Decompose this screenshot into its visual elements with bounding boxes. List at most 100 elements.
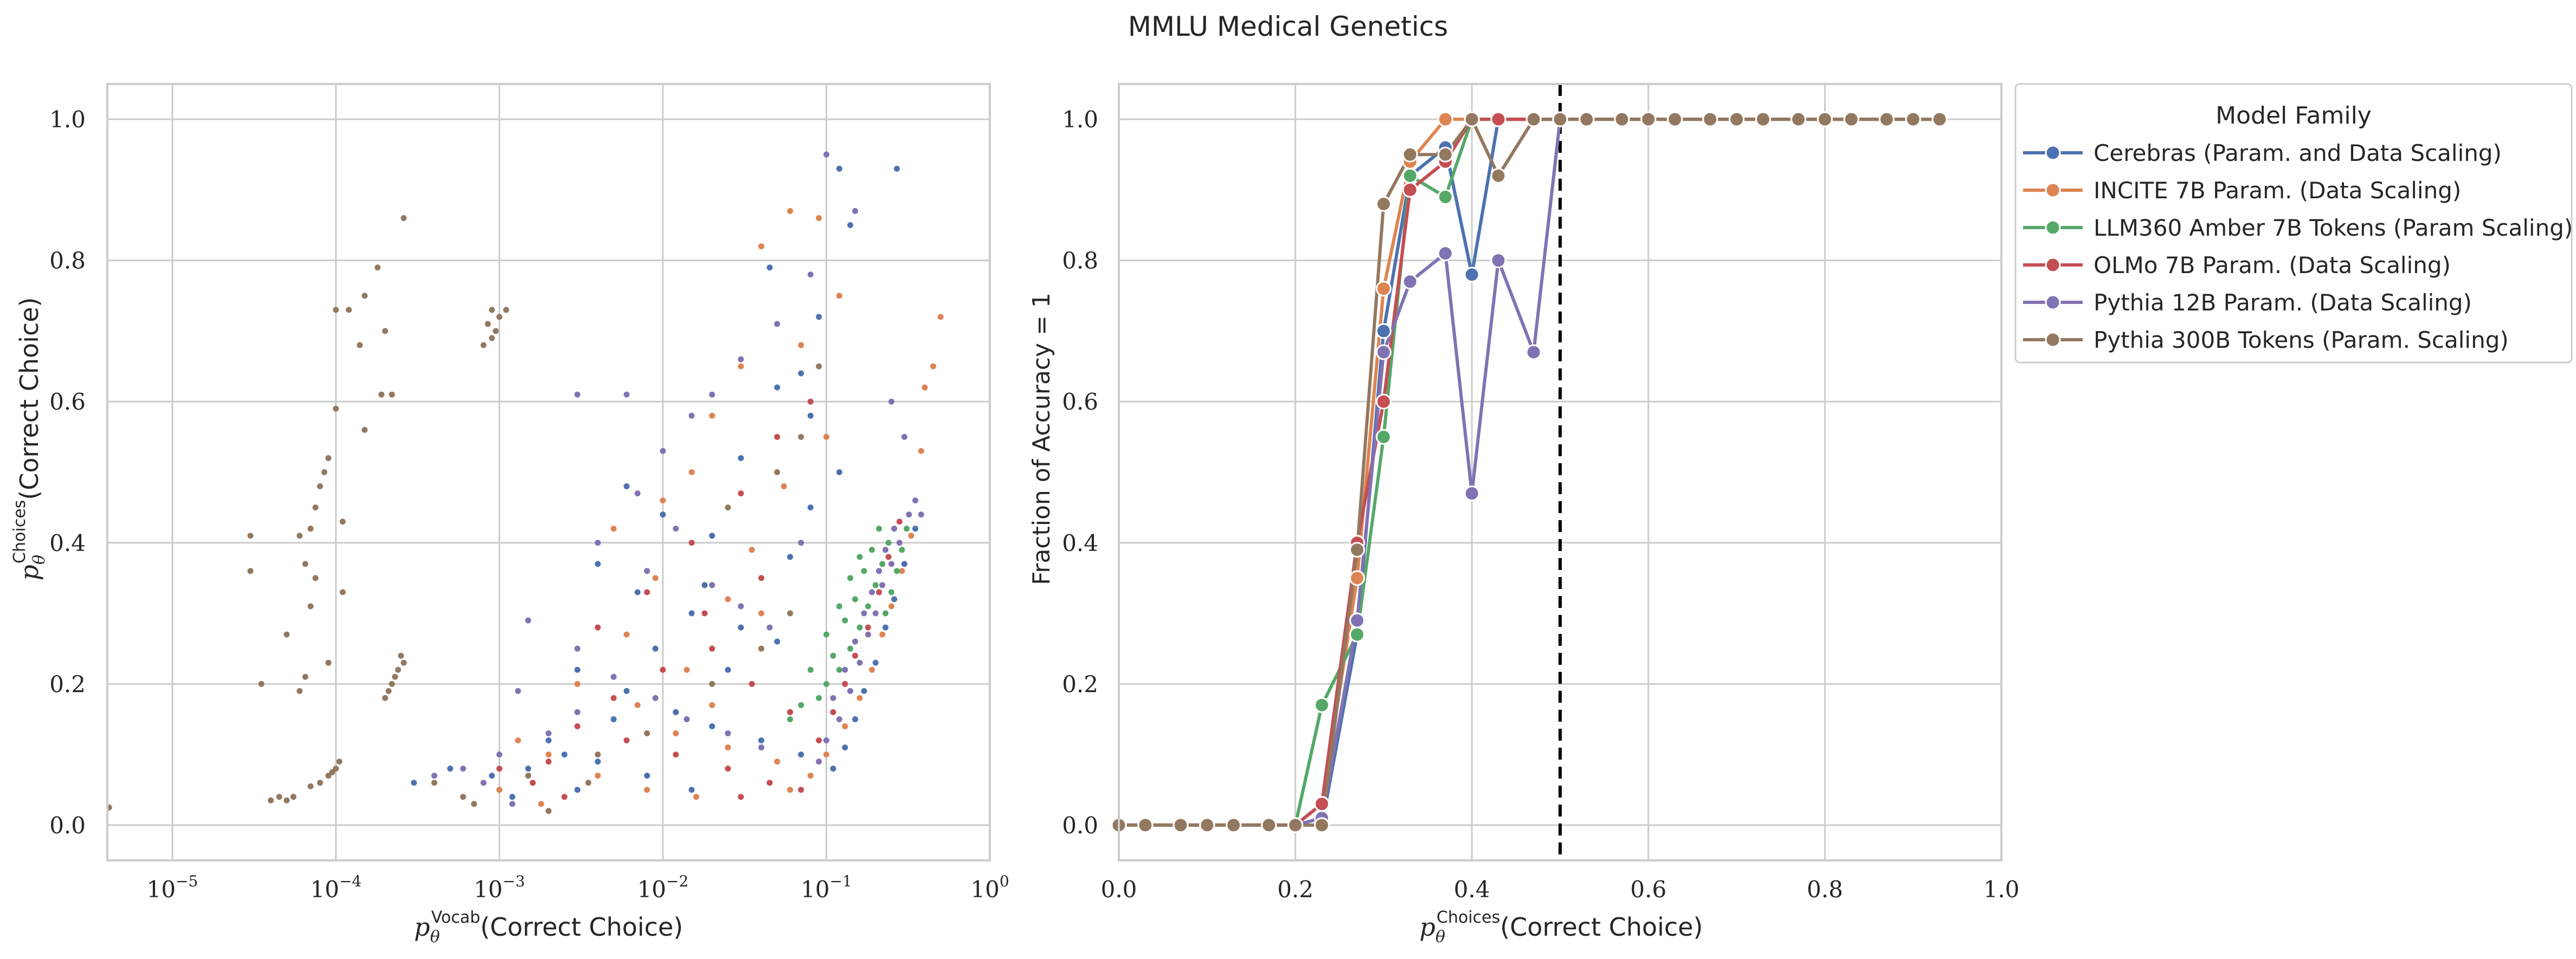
scatter-point — [918, 448, 924, 454]
scatter-point — [709, 702, 716, 708]
scatter-point — [888, 398, 894, 405]
scatter-point — [842, 681, 848, 687]
scatter-point — [652, 645, 659, 652]
scatter-point — [684, 716, 690, 722]
scatter-point — [492, 328, 499, 334]
scatter-point — [899, 547, 905, 553]
scatter-point — [488, 773, 495, 779]
scatter-point — [329, 769, 336, 775]
scatter-point — [610, 695, 617, 701]
scatter-point — [888, 589, 894, 595]
scatter-point — [830, 766, 836, 772]
scatter-point — [774, 759, 781, 765]
legend-item: Pythia 300B Tokens (Param. Scaling) — [2023, 327, 2509, 353]
legend-marker — [2045, 332, 2061, 348]
line-x-label-symbol: p — [1420, 912, 1435, 942]
scatter-point — [276, 794, 282, 800]
line-y-tick-label: 0.4 — [1062, 530, 1098, 556]
line-panel: 0.0 0.2 0.4 0.6 0.8 1.0 0.0 0.2 0.4 0.6 0.8 1.0 pθ… — [1028, 83, 2019, 947]
scatter-point — [861, 688, 867, 694]
legend-label: OLMo 7B Param. (Data Scaling) — [2094, 252, 2451, 278]
scatter-point — [725, 596, 731, 602]
scatter-point — [767, 624, 773, 631]
scatter-point — [879, 561, 886, 567]
scatter-point — [258, 681, 265, 687]
scatter-point — [652, 695, 659, 701]
series-marker — [1313, 817, 1330, 833]
series-marker — [1525, 111, 1542, 127]
scatter-point — [738, 624, 744, 631]
scatter-point — [574, 666, 581, 673]
line-y-tick-label: 1.0 — [1062, 106, 1098, 133]
line-x-tick-label: 0.0 — [1101, 876, 1137, 903]
scatter-point — [823, 151, 829, 158]
scatter-point — [447, 766, 453, 772]
line-x-tick-label: 0.2 — [1277, 876, 1313, 903]
scatter-point — [885, 554, 892, 560]
scatter-point — [317, 483, 323, 490]
scatter-point — [382, 328, 388, 334]
series-marker — [1464, 267, 1480, 283]
scatter-point — [879, 631, 886, 638]
scatter-point — [644, 589, 651, 595]
series-marker — [1791, 111, 1807, 127]
scatter-point — [480, 342, 487, 348]
scatter-point — [623, 737, 630, 744]
scatter-y-axis-label: pθChoices(Correct Choice) — [10, 297, 49, 581]
scatter-point — [660, 448, 666, 454]
scatter-points — [106, 151, 944, 814]
scatter-point — [471, 801, 477, 807]
scatter-point — [333, 307, 339, 313]
scatter-point — [836, 716, 842, 722]
scatter-point — [660, 497, 666, 504]
series-marker — [1905, 111, 1921, 127]
scatter-point — [787, 208, 793, 214]
scatter-point — [302, 673, 308, 680]
scatter-point — [774, 321, 781, 327]
scatter-point — [345, 307, 352, 313]
scatter-point — [758, 737, 764, 744]
scatter-point — [904, 526, 910, 532]
scatter-point — [852, 596, 859, 602]
series-marker — [1226, 817, 1242, 833]
scatter-point — [847, 575, 853, 581]
series-marker — [1640, 111, 1657, 127]
scatter-point — [758, 610, 764, 617]
line-x-tick-label: 0.8 — [1807, 876, 1843, 903]
scatter-point — [644, 568, 651, 574]
scatter-point — [325, 455, 332, 461]
series-marker — [1287, 817, 1304, 833]
scatter-point — [644, 730, 651, 737]
scatter-point — [688, 787, 695, 793]
legend-item: OLMo 7B Param. (Data Scaling) — [2023, 252, 2451, 278]
scatter-point — [333, 405, 339, 412]
scatter-y-tick-label: 0.0 — [49, 812, 86, 839]
scatter-point — [749, 547, 755, 553]
series-marker — [1437, 111, 1453, 127]
scatter-point — [738, 455, 744, 461]
scatter-point — [297, 688, 303, 694]
scatter-x-label-superscript: Vocab — [431, 908, 480, 927]
scatter-point — [634, 589, 641, 595]
scatter-point — [525, 773, 531, 779]
scatter-point — [807, 412, 814, 419]
figure-title: MMLU Medical Genetics — [1128, 11, 1448, 42]
scatter-point — [856, 554, 863, 560]
scatter-point — [610, 526, 617, 532]
scatter-point — [339, 589, 346, 595]
scatter-plot-frame — [106, 83, 991, 861]
scatter-point — [807, 773, 814, 779]
scatter-point — [852, 716, 859, 722]
series-marker — [1375, 429, 1392, 445]
scatter-x-label-subscript: θ — [430, 928, 440, 947]
scatter-point — [652, 575, 659, 581]
scatter-point — [709, 582, 716, 588]
series-marker — [1375, 196, 1392, 212]
scatter-point — [644, 787, 651, 793]
scatter-point — [545, 808, 552, 814]
series-marker — [1755, 111, 1771, 127]
scatter-y-label-subscript: θ — [30, 555, 49, 565]
scatter-point — [312, 575, 319, 581]
scatter-point — [574, 709, 581, 715]
